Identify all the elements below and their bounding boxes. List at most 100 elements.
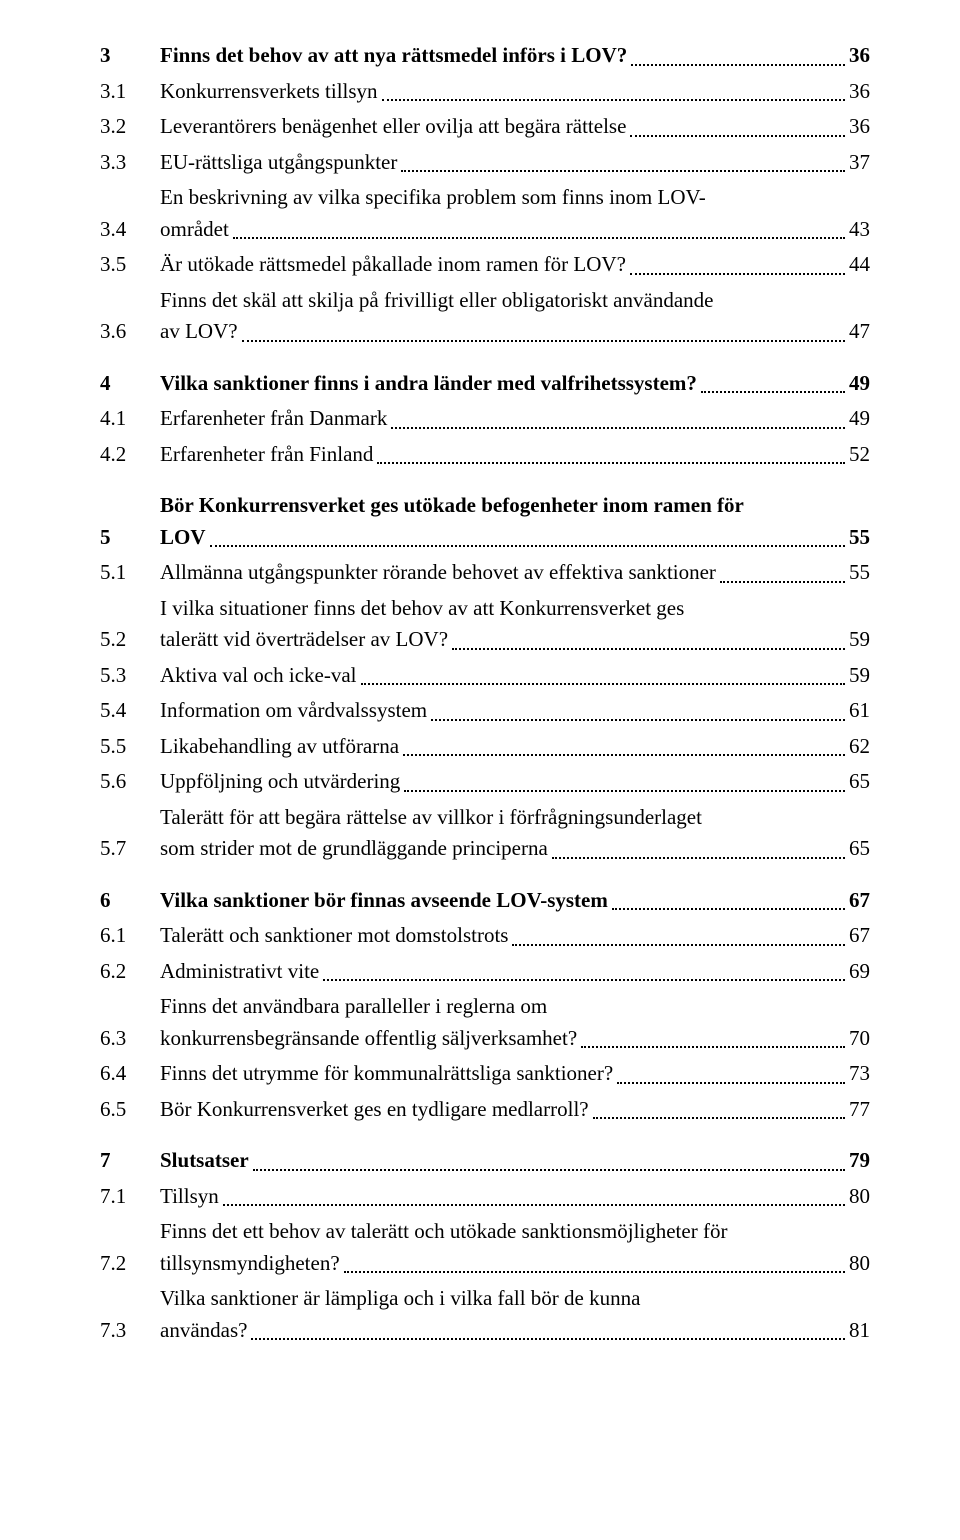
toc-entry: 6.4Finns det utrymme för kommunalrättsli… [100, 1058, 870, 1090]
toc-entry-page: 80 [849, 1181, 870, 1213]
toc-entry-number: 4.1 [100, 403, 160, 435]
toc-entry-lastline: användas? 81 [160, 1315, 870, 1347]
toc-entry-lastline: av LOV? 47 [160, 316, 870, 348]
toc-entry-title: Allmänna utgångspunkter rörande behovet … [160, 557, 716, 589]
toc-entry: 4.1Erfarenheter från Danmark 49 [100, 403, 870, 435]
toc-entry-body: I vilka situationer finns det behov av a… [160, 593, 870, 656]
toc-entry-title: konkurrensbegränsande offentlig säljverk… [160, 1023, 577, 1055]
toc-leader [404, 789, 845, 792]
toc-entry-body: Vilka sanktioner finns i andra länder me… [160, 368, 870, 400]
toc-entry-number: 5.6 [100, 766, 160, 798]
toc-leader [512, 943, 845, 946]
toc-entry-number: 5.7 [100, 833, 160, 865]
toc-entry: 5.4Information om vårdvalssystem61 [100, 695, 870, 727]
toc-entry-number: 4.2 [100, 439, 160, 471]
toc-entry-title: Leverantörers benägenhet eller ovilja at… [160, 111, 626, 143]
toc-entry: 7.3Vilka sanktioner är lämpliga och i vi… [100, 1283, 870, 1346]
toc-leader [452, 647, 845, 650]
toc-entry-page: 36 [849, 76, 870, 108]
toc-entry-page: 37 [849, 147, 870, 179]
toc-entry-page: 44 [849, 249, 870, 281]
toc-entry-page: 49 [849, 403, 870, 435]
toc-leader [612, 907, 845, 910]
toc-entry-page: 36 [849, 111, 870, 143]
toc-entry: 7.1Tillsyn80 [100, 1181, 870, 1213]
toc-entry-page: 81 [849, 1315, 870, 1347]
toc-entry-page: 47 [849, 316, 870, 348]
toc-entry-page: 73 [849, 1058, 870, 1090]
toc-entry-title: Finns det behov av att nya rättsmedel in… [160, 40, 627, 72]
toc-leader [401, 169, 845, 172]
toc-entry-page: 70 [849, 1023, 870, 1055]
toc-entry-body: Talerätt och sanktioner mot domstolstrot… [160, 920, 870, 952]
toc-entry-title: Finns det utrymme för kommunalrättsliga … [160, 1058, 613, 1090]
toc-entry-title: Slutsatser [160, 1145, 249, 1177]
toc-entry-title: Administrativt vite [160, 956, 319, 988]
toc-entry-body: Finns det användbara paralleller i regle… [160, 991, 870, 1054]
toc-entry: 3Finns det behov av att nya rättsmedel i… [100, 40, 870, 72]
toc-entry-number: 3 [100, 40, 160, 72]
toc-entry-title: Erfarenheter från Danmark [160, 403, 387, 435]
toc-leader [701, 390, 845, 393]
toc-entry-title: Likabehandling av utförarna [160, 731, 399, 763]
toc-entry-title: användas? [160, 1315, 247, 1347]
toc-entry-lastline: tillsynsmyndigheten?80 [160, 1248, 870, 1280]
table-of-contents: 3Finns det behov av att nya rättsmedel i… [100, 40, 870, 1346]
toc-entry-lastline: konkurrensbegränsande offentlig säljverk… [160, 1023, 870, 1055]
toc-leader [630, 134, 845, 137]
toc-entry-lastline: talerätt vid överträdelser av LOV?59 [160, 624, 870, 656]
toc-entry: 4Vilka sanktioner finns i andra länder m… [100, 368, 870, 400]
toc-entry-page: 69 [849, 956, 870, 988]
toc-entry-number: 6 [100, 885, 160, 917]
toc-entry-title-line: En beskrivning av vilka specifika proble… [160, 182, 870, 214]
toc-leader [223, 1203, 845, 1206]
toc-entry-title: tillsynsmyndigheten? [160, 1248, 340, 1280]
toc-entry: 5.6Uppföljning och utvärdering65 [100, 766, 870, 798]
toc-entry-number: 7.2 [100, 1248, 160, 1280]
toc-entry-title: av LOV? [160, 316, 238, 348]
toc-entry: 3.6Finns det skäl att skilja på frivilli… [100, 285, 870, 348]
toc-entry-lastline: som strider mot de grundläggande princip… [160, 833, 870, 865]
toc-entry-body: Erfarenheter från Finland52 [160, 439, 870, 471]
toc-leader [344, 1270, 845, 1273]
toc-entry-body: Finns det utrymme för kommunalrättsliga … [160, 1058, 870, 1090]
toc-entry: 5Bör Konkurrensverket ges utökade befoge… [100, 490, 870, 553]
toc-entry-title: Vilka sanktioner bör finnas avseende LOV… [160, 885, 608, 917]
toc-leader [581, 1045, 845, 1048]
toc-entry-title: Uppföljning och utvärdering [160, 766, 400, 798]
toc-entry-title: Är utökade rättsmedel påkallade inom ram… [160, 249, 626, 281]
toc-entry-title: Konkurrensverkets tillsyn [160, 76, 378, 108]
toc-leader [242, 339, 845, 342]
toc-entry-body: Leverantörers benägenhet eller ovilja at… [160, 111, 870, 143]
toc-leader [377, 461, 845, 464]
toc-entry: 3.4En beskrivning av vilka specifika pro… [100, 182, 870, 245]
toc-entry: 5.3Aktiva val och icke-val59 [100, 660, 870, 692]
toc-entry: 6.5Bör Konkurrensverket ges en tydligare… [100, 1094, 870, 1126]
toc-leader [233, 236, 845, 239]
toc-leader [323, 978, 845, 981]
toc-entry-number: 3.5 [100, 249, 160, 281]
toc-entry-body: Finns det ett behov av talerätt och utök… [160, 1216, 870, 1279]
toc-entry-lastline: LOV55 [160, 522, 870, 554]
toc-leader [253, 1168, 845, 1171]
toc-entry-number: 3.1 [100, 76, 160, 108]
toc-entry: 5.7Talerätt för att begära rättelse av v… [100, 802, 870, 865]
toc-entry-title-line: Bör Konkurrensverket ges utökade befogen… [160, 490, 870, 522]
toc-entry-body: Talerätt för att begära rättelse av vill… [160, 802, 870, 865]
toc-entry-body: Bör Konkurrensverket ges utökade befogen… [160, 490, 870, 553]
toc-entry: 3.2Leverantörers benägenhet eller ovilja… [100, 111, 870, 143]
toc-entry: 5.2I vilka situationer finns det behov a… [100, 593, 870, 656]
toc-entry-body: Konkurrensverkets tillsyn 36 [160, 76, 870, 108]
toc-entry-number: 3.4 [100, 214, 160, 246]
toc-entry-title: LOV [160, 522, 206, 554]
toc-leader [210, 544, 845, 547]
toc-entry-body: EU-rättsliga utgångspunkter37 [160, 147, 870, 179]
toc-entry-page: 65 [849, 833, 870, 865]
toc-leader [631, 63, 845, 66]
toc-entry-title: Tillsyn [160, 1181, 219, 1213]
toc-entry-number: 7 [100, 1145, 160, 1177]
toc-entry-page: 59 [849, 624, 870, 656]
toc-entry-number: 6.4 [100, 1058, 160, 1090]
toc-entry-page: 61 [849, 695, 870, 727]
toc-leader [361, 682, 845, 685]
